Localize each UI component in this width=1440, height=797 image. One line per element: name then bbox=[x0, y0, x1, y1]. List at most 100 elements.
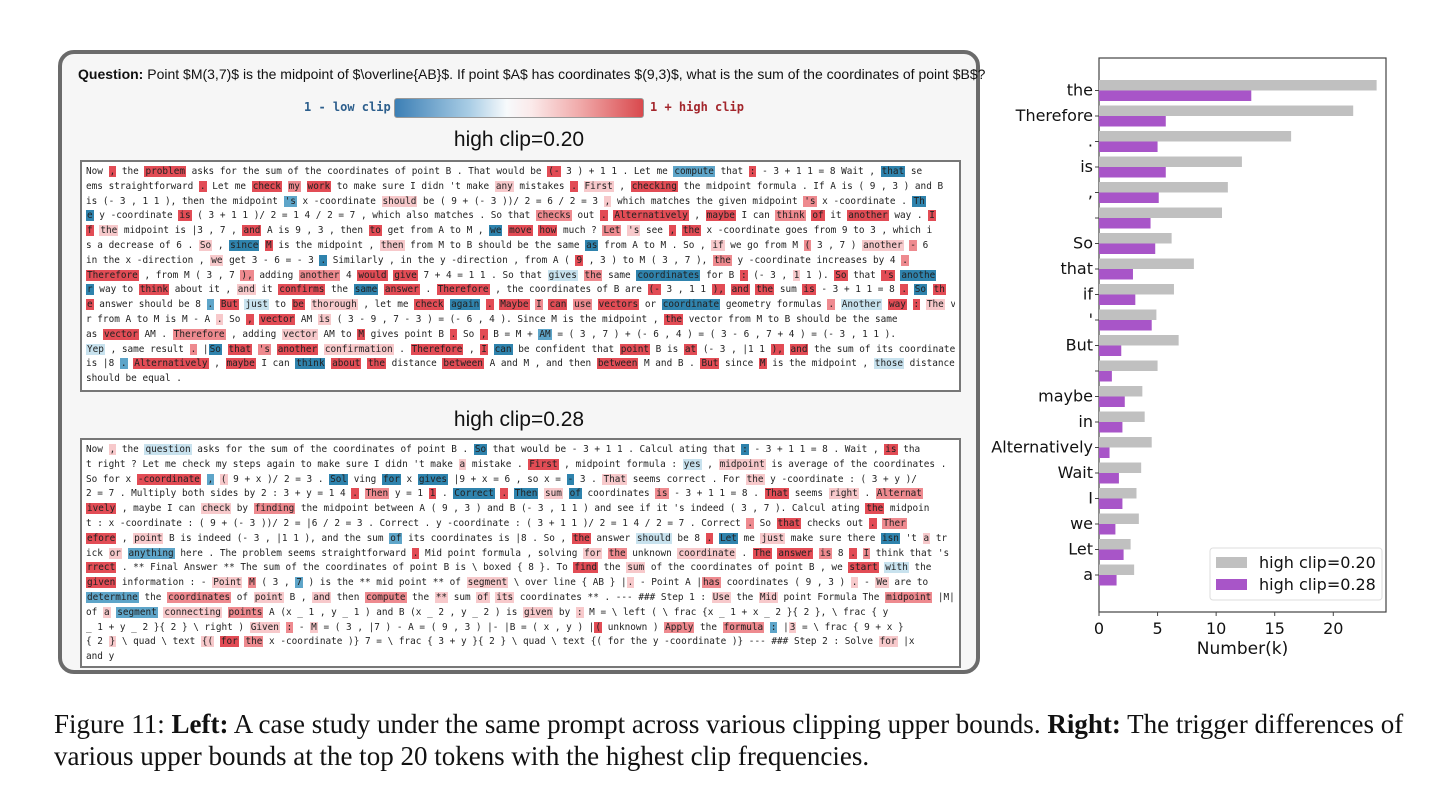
token-text: the sum of its coordinates bbox=[808, 343, 955, 355]
highlighted-token: or bbox=[108, 547, 122, 559]
bar-high-clip-028 bbox=[1099, 473, 1119, 484]
token-text: y -coordinate increases by 4 bbox=[731, 254, 902, 266]
token-text: ( 3 , bbox=[255, 577, 296, 589]
highlighted-token: for bbox=[878, 636, 898, 648]
highlighted-token: then bbox=[379, 239, 405, 251]
highlighted-token: should bbox=[635, 532, 672, 544]
highlighted-token: . bbox=[206, 299, 215, 311]
token-text: y -coordinate : ( 3 + y )/ bbox=[764, 473, 917, 485]
case-study-panel: Question: Point $M(3,7)$ is the midpoint… bbox=[58, 50, 985, 674]
token-text: ving bbox=[348, 473, 382, 485]
token-text: 1 ). bbox=[800, 269, 835, 281]
highlighted-token: the bbox=[607, 547, 627, 559]
token-text: Mid point formula , solving bbox=[419, 547, 584, 559]
token-text: = \ frac { 9 + x } bbox=[796, 621, 904, 633]
token-text: 6 bbox=[916, 239, 929, 251]
token-text: information : - bbox=[116, 577, 213, 589]
highlighted-token: with bbox=[884, 562, 909, 574]
highlighted-token: to bbox=[368, 225, 382, 237]
highlighted-token: ( bbox=[803, 239, 812, 251]
highlighted-token: the bbox=[571, 532, 591, 544]
bar-high-clip-020 bbox=[1099, 360, 1158, 371]
token-line: s a decrease of 6 . So , since M is the … bbox=[86, 239, 955, 254]
bar-high-clip-020 bbox=[1099, 462, 1142, 473]
highlighted-token: work bbox=[306, 180, 332, 192]
highlighted-token: . bbox=[626, 577, 635, 589]
caption-left-text: A case study under the same prompt acros… bbox=[228, 709, 1048, 739]
token-text: Let me bbox=[206, 180, 252, 192]
token-line: r from A to M is M - A . So , vector AM … bbox=[86, 313, 955, 328]
token-text: , the coordinates of B are bbox=[489, 284, 648, 296]
highlighted-token: , bbox=[603, 195, 612, 207]
token-text: is (- 3 , 1 1 ), then the midpoint bbox=[86, 195, 284, 207]
highlighted-token: ), bbox=[770, 343, 784, 355]
figure-caption: Figure 11: Left: A case study under the … bbox=[54, 708, 1414, 772]
highlighted-token: Correct bbox=[453, 488, 495, 500]
token-text: M and B . bbox=[638, 358, 701, 370]
token-text: the bbox=[325, 284, 354, 296]
x-tick-label: 10 bbox=[1206, 619, 1226, 638]
y-tick-label: . bbox=[1088, 132, 1093, 151]
highlighted-token: of bbox=[568, 488, 582, 500]
highlighted-token: the bbox=[745, 473, 765, 485]
token-text: B is indeed (- 3 , |1 1 ), and the sum bbox=[163, 532, 390, 544]
token-text: AM to bbox=[317, 328, 358, 340]
highlighted-token: I bbox=[535, 299, 543, 311]
highlighted-token: maybe bbox=[705, 210, 736, 222]
token-text: | bbox=[777, 621, 789, 633]
bar-high-clip-028 bbox=[1099, 396, 1125, 407]
token-text: ( 3 + 1 1 )/ 2 = 1 4 / 2 = 7 , which als… bbox=[191, 210, 536, 222]
y-tick-label: the bbox=[1067, 81, 1093, 100]
token-text: B , bbox=[283, 591, 313, 603]
token-line: { 2 } \ quad \ text {( for the x -coordi… bbox=[86, 635, 955, 650]
highlighted-token: th bbox=[932, 284, 946, 296]
bar-high-clip-028 bbox=[1099, 422, 1123, 433]
highlighted-token: e bbox=[86, 299, 94, 311]
token-text bbox=[784, 344, 790, 355]
token-text: , adding bbox=[225, 328, 282, 340]
highlighted-token: . bbox=[849, 547, 857, 559]
highlighted-token: . bbox=[827, 299, 836, 311]
bar-high-clip-020 bbox=[1099, 309, 1157, 320]
highlighted-token: , bbox=[246, 313, 254, 325]
highlighted-token: at bbox=[683, 343, 698, 355]
y-tick-label: Wait bbox=[1058, 463, 1093, 482]
bar-high-clip-028 bbox=[1099, 218, 1151, 229]
token-text: - 3 + 1 1 = 8 bbox=[815, 284, 901, 296]
bar-high-clip-020 bbox=[1099, 437, 1152, 448]
token-text: - 3 + 1 1 = 8 . bbox=[668, 488, 765, 500]
highlighted-token: gives bbox=[547, 269, 578, 281]
highlighted-token: give bbox=[393, 269, 418, 281]
token-text: 3 . bbox=[574, 473, 603, 485]
token-text bbox=[488, 344, 494, 355]
token-text: unknown ) bbox=[602, 621, 665, 633]
highlighted-token: that bbox=[880, 166, 906, 177]
highlighted-token: given bbox=[523, 606, 554, 618]
token-text: Now bbox=[86, 444, 109, 455]
token-text: the bbox=[694, 621, 723, 633]
token-text: s a decrease of 6 . bbox=[86, 239, 199, 251]
token-line: of a segment connecting points A (x _ 1 … bbox=[86, 606, 955, 621]
token-text bbox=[908, 284, 914, 295]
token-text: of bbox=[86, 606, 103, 618]
token-text: about it , bbox=[169, 284, 237, 296]
token-line: Therefore , from M ( 3 , 7 ), adding ano… bbox=[86, 269, 955, 284]
highlighted-token: formula bbox=[722, 621, 765, 633]
highlighted-token: Use bbox=[711, 591, 731, 603]
token-text: , 3 ) to M ( 3 , 7 ), bbox=[583, 254, 713, 266]
bar-high-clip-020 bbox=[1099, 539, 1131, 550]
highlighted-token: think bbox=[138, 284, 170, 296]
highlighted-token: Apply bbox=[664, 621, 695, 633]
token-text bbox=[301, 181, 307, 192]
token-text bbox=[359, 488, 365, 499]
bar-high-clip-028 bbox=[1099, 116, 1166, 127]
highlighted-token: we bbox=[210, 254, 224, 266]
token-text: is the midpoint , bbox=[766, 358, 874, 370]
token-text: t : x -coordinate : ( 9 + (- 3 ))/ 2 = |… bbox=[86, 517, 747, 529]
highlighted-token: We bbox=[875, 577, 889, 589]
token-text bbox=[920, 299, 926, 310]
highlighted-token: . bbox=[901, 254, 909, 266]
token-text bbox=[563, 488, 569, 499]
token-line: 2 = 7 . Multiply both sides by 2 : 3 + y… bbox=[86, 487, 955, 502]
highlighted-token: since bbox=[229, 239, 260, 251]
